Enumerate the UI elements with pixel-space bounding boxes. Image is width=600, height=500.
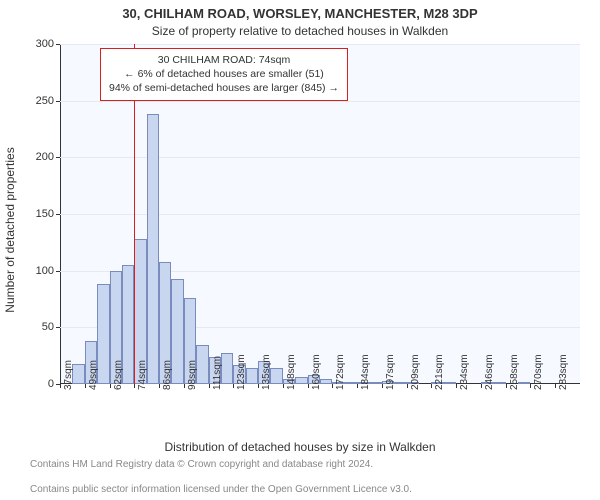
x-tick-label: 283sqm [558, 354, 569, 390]
y-tick-label: 150 [36, 208, 54, 220]
x-tick-mark [555, 384, 556, 388]
chart-subtitle: Size of property relative to detached ho… [0, 24, 600, 38]
x-tick-label: 197sqm [385, 354, 396, 390]
chart-title: 30, CHILHAM ROAD, WORSLEY, MANCHESTER, M… [0, 6, 600, 21]
x-tick-mark [506, 384, 507, 388]
x-tick-mark [209, 384, 210, 388]
y-tick-label: 200 [36, 151, 54, 163]
x-tick-mark [233, 384, 234, 388]
x-tick-label: 74sqm [137, 360, 148, 390]
x-tick-mark [382, 384, 383, 388]
x-tick-label: 160sqm [311, 354, 322, 390]
callout-line-3: 94% of semi-detached houses are larger (… [109, 81, 339, 95]
x-tick-mark [431, 384, 432, 388]
x-tick-label: 270sqm [533, 354, 544, 390]
x-tick-label: 172sqm [335, 354, 346, 390]
x-tick-label: 184sqm [360, 354, 371, 390]
x-tick-mark [60, 384, 61, 388]
x-tick-label: 148sqm [286, 354, 297, 390]
plot-area: 050100150200250300 37sqm49sqm62sqm74sqm8… [60, 44, 580, 384]
x-tick-label: 123sqm [236, 354, 247, 390]
x-tick-mark [184, 384, 185, 388]
x-tick-mark [308, 384, 309, 388]
y-axis-label: Number of detached properties [3, 147, 17, 312]
x-tick-mark [530, 384, 531, 388]
x-tick-mark [357, 384, 358, 388]
x-tick-label: 98sqm [187, 360, 198, 390]
x-tick-mark [258, 384, 259, 388]
x-tick-mark [85, 384, 86, 388]
histogram-bar [171, 279, 183, 384]
histogram-bar [444, 382, 456, 384]
histogram-bar [394, 382, 406, 384]
x-tick-label: 135sqm [261, 354, 272, 390]
histogram-bar [295, 377, 307, 384]
x-tick-label: 62sqm [113, 360, 124, 390]
y-tick-label: 300 [36, 38, 54, 50]
x-tick-label: 37sqm [63, 360, 74, 390]
x-tick-mark [134, 384, 135, 388]
x-tick-label: 234sqm [459, 354, 470, 390]
x-tick-label: 209sqm [410, 354, 421, 390]
y-tick-label: 50 [42, 321, 54, 333]
histogram-bar [72, 364, 84, 384]
x-tick-mark [407, 384, 408, 388]
histogram-bar [345, 382, 357, 384]
histogram-bar [147, 114, 159, 384]
x-tick-mark [332, 384, 333, 388]
histogram-bar [493, 382, 505, 384]
x-tick-mark [110, 384, 111, 388]
histogram-bar [196, 345, 208, 384]
callout-line-1: 30 CHILHAM ROAD: 74sqm [109, 53, 339, 67]
x-tick-mark [481, 384, 482, 388]
callout-line-2: ← 6% of detached houses are smaller (51) [109, 67, 339, 81]
y-tick-label: 100 [36, 265, 54, 277]
x-tick-label: 221sqm [434, 354, 445, 390]
x-tick-mark [283, 384, 284, 388]
x-tick-label: 246sqm [484, 354, 495, 390]
attribution-footer: Contains HM Land Registry data © Crown c… [30, 446, 412, 496]
histogram-bar [370, 382, 382, 384]
x-tick-label: 111sqm [212, 356, 223, 390]
callout-box: 30 CHILHAM ROAD: 74sqm ← 6% of detached … [100, 48, 348, 101]
histogram-bar [246, 368, 258, 384]
x-tick-mark [159, 384, 160, 388]
y-tick-label: 250 [36, 95, 54, 107]
x-tick-label: 86sqm [162, 360, 173, 390]
x-tick-mark [456, 384, 457, 388]
y-tick-label: 0 [48, 378, 54, 390]
x-tick-label: 258sqm [509, 354, 520, 390]
histogram-bar [270, 368, 282, 384]
x-tick-label: 49sqm [88, 360, 99, 390]
